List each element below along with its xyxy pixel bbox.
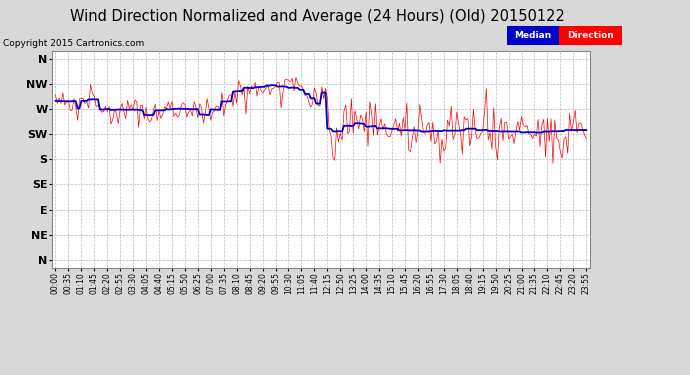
- Text: Direction: Direction: [567, 31, 614, 40]
- Text: Median: Median: [515, 31, 551, 40]
- Text: Copyright 2015 Cartronics.com: Copyright 2015 Cartronics.com: [3, 39, 145, 48]
- Text: Wind Direction Normalized and Average (24 Hours) (Old) 20150122: Wind Direction Normalized and Average (2…: [70, 9, 565, 24]
